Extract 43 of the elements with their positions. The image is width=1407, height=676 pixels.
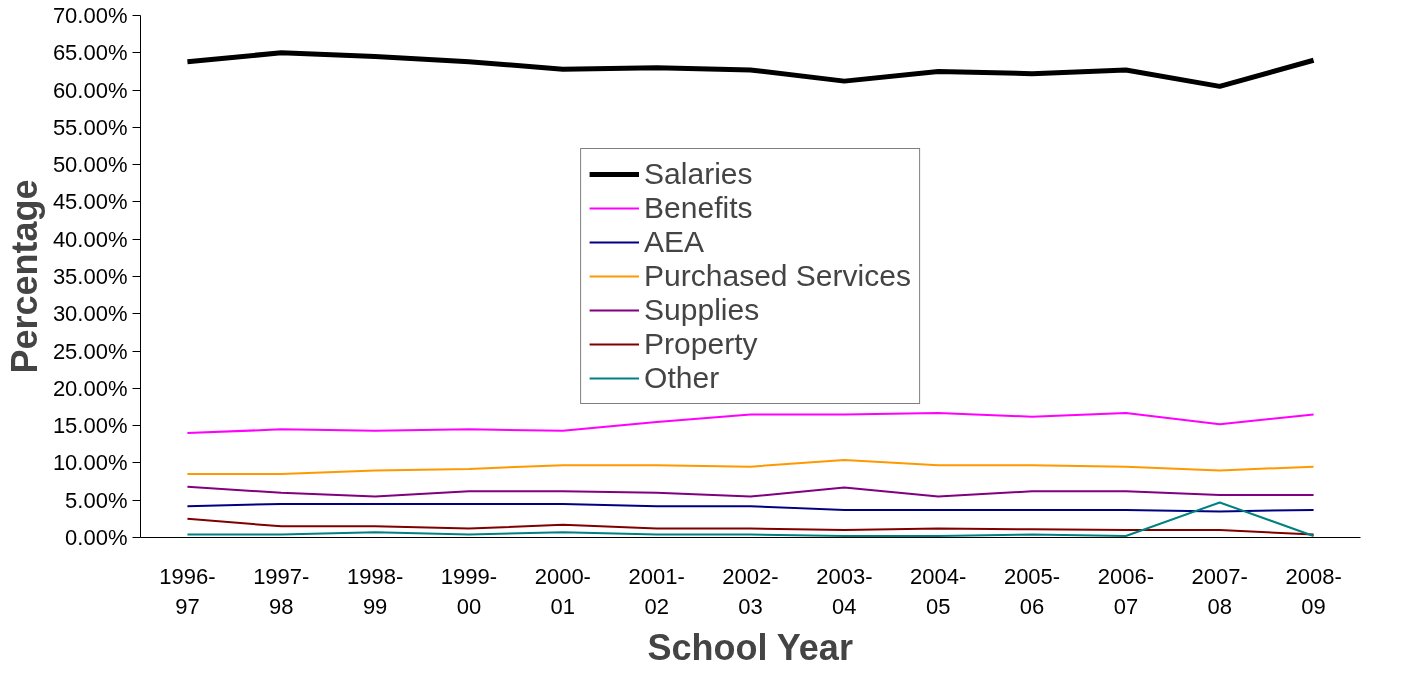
y-tick-label: 25.00% <box>52 338 128 364</box>
y-tick-label: 65.00% <box>52 40 128 66</box>
x-tick-label: 2005-06 <box>1003 563 1061 619</box>
legend-label: Salaries <box>644 157 753 191</box>
y-tick-label: 50.00% <box>52 152 128 178</box>
y-tick-label: 70.00% <box>52 3 128 28</box>
x-tick-label: 2003-04 <box>816 563 873 619</box>
legend-label: Purchased Services <box>644 259 911 293</box>
y-tick-label: 5.00% <box>65 487 128 513</box>
x-tick-label: 1999-00 <box>440 563 498 619</box>
y-axis-title: Percentage <box>3 179 45 374</box>
y-tick-label: 10.00% <box>52 450 128 476</box>
legend-label: AEA <box>644 225 705 259</box>
y-tick-label: 15.00% <box>52 413 128 439</box>
x-tick-label: 2004-05 <box>910 563 967 619</box>
line-series <box>186 411 1315 435</box>
x-tick-label: 1996-97 <box>159 563 216 619</box>
x-tick-label: 2001-02 <box>628 563 685 619</box>
x-tick-label: 1997-98 <box>253 563 310 619</box>
line-series <box>186 501 1315 538</box>
x-tick-label: 1998-99 <box>346 563 404 619</box>
legend-label: Supplies <box>644 293 760 327</box>
y-tick-label: 45.00% <box>52 189 128 215</box>
line-series <box>186 502 1315 513</box>
legend-label: Benefits <box>644 191 753 225</box>
y-tick-label: 0.00% <box>65 525 128 550</box>
x-axis-title: School Year <box>647 626 853 668</box>
x-tick-label: 2006-07 <box>1097 563 1155 619</box>
y-tick-label: 35.00% <box>52 264 128 289</box>
y-tick-label: 55.00% <box>52 114 128 140</box>
x-tick-label: 2007-08 <box>1191 563 1248 619</box>
y-tick-label: 60.00% <box>52 77 128 103</box>
x-tick-label: 2000-01 <box>534 563 591 619</box>
x-tick-label: 2008-09 <box>1285 563 1342 619</box>
line-series <box>186 458 1315 476</box>
legend-label: Other <box>644 361 720 395</box>
y-tick-label: 30.00% <box>52 301 128 327</box>
line-series <box>186 517 1315 536</box>
y-tick-label: 20.00% <box>52 375 128 401</box>
x-tick-label: 2002-03 <box>722 563 779 619</box>
line-series <box>186 485 1315 498</box>
legend-label: Property <box>644 327 758 361</box>
y-tick-label: 40.00% <box>52 226 128 252</box>
